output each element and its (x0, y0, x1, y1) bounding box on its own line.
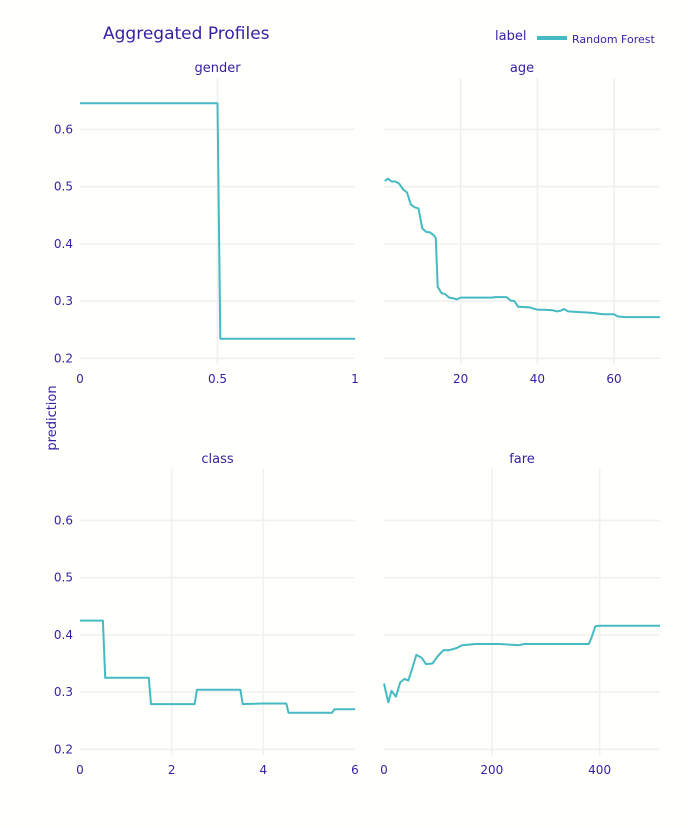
x-tick-label: 6 (351, 763, 359, 777)
panel-title: gender (194, 61, 241, 76)
x-tick-label: 2 (168, 763, 176, 777)
y-tick-label: 0.4 (54, 628, 73, 642)
series-line-gender[interactable] (80, 102, 355, 340)
chart-title: Aggregated Profiles (103, 24, 270, 44)
x-tick-label: 200 (480, 763, 503, 777)
x-tick-label: 0.5 (208, 372, 227, 386)
panel-fare: 0 200 400 fare (380, 452, 660, 777)
panel-title: fare (509, 452, 535, 467)
x-tick-label: 0 (380, 763, 388, 777)
x-tick-label: 0 (76, 372, 84, 386)
y-tick-label: 0.2 (54, 742, 73, 756)
x-tick-label: 0 (76, 763, 84, 777)
y-tick-label: 0.2 (54, 351, 73, 365)
legend-title: label (495, 29, 526, 44)
y-tick-label: 0.5 (54, 571, 73, 585)
y-tick-label: 0.3 (54, 685, 73, 699)
y-axis-label: prediction (45, 385, 60, 450)
x-tick-label: 400 (588, 763, 611, 777)
y-tick-label: 0.3 (54, 294, 73, 308)
y-tick-label: 0.6 (54, 513, 73, 527)
x-tick-label: 60 (606, 372, 621, 386)
y-tick-label: 0.6 (54, 122, 73, 136)
series-line-class[interactable] (80, 619, 355, 714)
panel-gender: 0.2 0.3 0.4 0.5 0.6 0 0.5 1 gender (54, 61, 359, 386)
series-line-fare[interactable] (383, 624, 660, 704)
legend-entry-random-forest[interactable]: Random Forest (572, 33, 655, 46)
series-line-age[interactable] (384, 177, 660, 319)
x-tick-label: 1 (351, 372, 359, 386)
panel-title: age (510, 61, 534, 76)
x-tick-label: 40 (530, 372, 545, 386)
x-tick-label: 4 (260, 763, 268, 777)
x-tick-label: 20 (453, 372, 468, 386)
y-tick-label: 0.5 (54, 180, 73, 194)
panel-age: 20 40 60 age (384, 61, 660, 386)
panel-title: class (201, 452, 233, 467)
panel-class: 0.2 0.3 0.4 0.5 0.6 0 2 4 6 class (54, 452, 359, 777)
y-tick-label: 0.4 (54, 237, 73, 251)
